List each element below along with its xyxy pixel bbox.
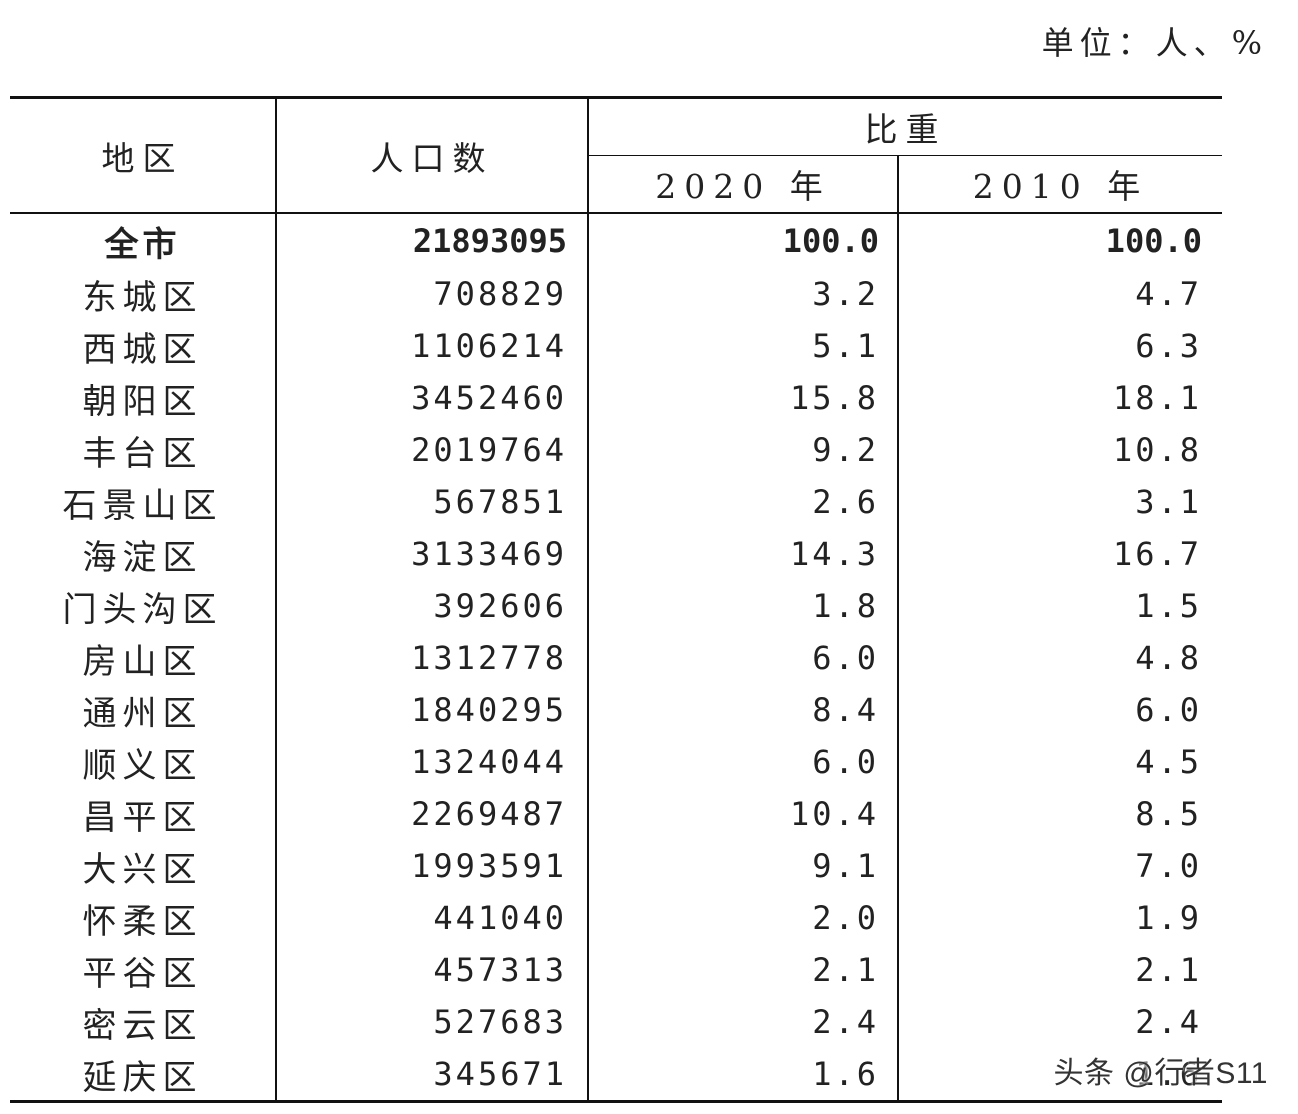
share-2010-cell: 4.8 — [897, 632, 1222, 684]
share-2010-cell: 1.9 — [897, 892, 1222, 944]
region-cell: 平谷区 — [82, 953, 203, 994]
population-table: 地区 人口数 比重 2020 年 2010 年 全市 21893095 100.0 1… — [10, 96, 1222, 1103]
population-cell: 441040 — [275, 892, 588, 944]
population-cell: 1106214 — [275, 320, 588, 372]
region-cell: 西城区 — [82, 329, 203, 370]
header-year-2020: 2020 年 — [587, 155, 898, 213]
share-2020-cell: 2.1 — [587, 944, 898, 996]
share-2010-cell: 1.6 — [897, 1048, 1222, 1103]
share-2010-cell: 2.4 — [897, 996, 1222, 1048]
table-row: 怀柔区 441040 2.0 1.9 — [10, 892, 1222, 944]
population-cell: 1993591 — [275, 840, 588, 892]
share-2010-cell: 10.8 — [897, 424, 1222, 476]
share-2020-cell: 15.8 — [587, 372, 898, 424]
share-2010-cell: 16.7 — [897, 528, 1222, 580]
header-share: 比重 — [587, 97, 1222, 156]
table-row: 丰台区 2019764 9.2 10.8 — [10, 424, 1222, 476]
table-row: 大兴区 1993591 9.1 7.0 — [10, 840, 1222, 892]
share-2020-cell: 14.3 — [587, 528, 898, 580]
header-region: 地区 — [101, 138, 184, 178]
region-cell: 门头沟区 — [62, 589, 223, 630]
table-row: 昌平区 2269487 10.4 8.5 — [10, 788, 1222, 840]
region-cell: 密云区 — [82, 1005, 203, 1046]
share-2020-cell: 6.0 — [587, 632, 898, 684]
region-cell: 全市 — [104, 224, 181, 265]
share-2010-cell: 6.0 — [897, 684, 1222, 736]
region-cell: 房山区 — [82, 641, 203, 682]
population-cell: 708829 — [275, 268, 588, 320]
region-cell: 昌平区 — [82, 797, 203, 838]
share-2020-cell: 10.4 — [587, 788, 898, 840]
region-cell: 丰台区 — [82, 433, 203, 474]
watermark: 头条 @行者S11 — [1053, 1057, 1268, 1090]
share-2010-cell: 8.5 — [897, 788, 1222, 840]
share-2010-cell: 3.1 — [897, 476, 1222, 528]
share-2020-cell: 1.6 — [587, 1048, 898, 1103]
share-2010-cell: 4.5 — [897, 736, 1222, 788]
population-cell: 567851 — [275, 476, 588, 528]
share-2010-cell: 7.0 — [897, 840, 1222, 892]
population-cell: 3133469 — [275, 528, 588, 580]
share-2010-cell: 18.1 — [897, 372, 1222, 424]
share-2010-cell: 4.7 — [897, 268, 1222, 320]
table-row: 石景山区 567851 2.6 3.1 — [10, 476, 1222, 528]
population-cell: 457313 — [275, 944, 588, 996]
share-2020-cell: 3.2 — [587, 268, 898, 320]
table-row: 顺义区 1324044 6.0 4.5 — [10, 736, 1222, 788]
table-row: 东城区 708829 3.2 4.7 — [10, 268, 1222, 320]
region-cell: 顺义区 — [82, 745, 203, 786]
table-row: 门头沟区 392606 1.8 1.5 — [10, 580, 1222, 632]
share-2020-cell: 2.6 — [587, 476, 898, 528]
share-2010-cell: 1.5 — [897, 580, 1222, 632]
region-cell: 东城区 — [82, 277, 203, 318]
share-2020-cell: 100.0 — [587, 213, 898, 268]
table-row: 通州区 1840295 8.4 6.0 — [10, 684, 1222, 736]
table-row: 海淀区 3133469 14.3 16.7 — [10, 528, 1222, 580]
share-2020-cell: 9.1 — [587, 840, 898, 892]
share-2010-cell: 100.0 — [897, 213, 1222, 268]
region-cell: 石景山区 — [62, 485, 223, 526]
region-cell: 朝阳区 — [82, 381, 203, 422]
share-2010-cell: 2.1 — [897, 944, 1222, 996]
share-2020-cell: 5.1 — [587, 320, 898, 372]
table-header: 地区 人口数 比重 2020 年 2010 年 — [10, 97, 1222, 213]
share-2020-cell: 6.0 — [587, 736, 898, 788]
share-2020-cell: 9.2 — [587, 424, 898, 476]
table-row: 西城区 1106214 5.1 6.3 — [10, 320, 1222, 372]
table-row: 密云区 527683 2.4 2.4 — [10, 996, 1222, 1048]
share-2020-cell: 2.0 — [587, 892, 898, 944]
population-table-container: 地区 人口数 比重 2020 年 2010 年 全市 21893095 100.0 1… — [10, 96, 1222, 1103]
table-row: 朝阳区 3452460 15.8 18.1 — [10, 372, 1222, 424]
table-row: 平谷区 457313 2.1 2.1 — [10, 944, 1222, 996]
table-body: 全市 21893095 100.0 100.0 东城区 708829 3.2 4.7 西城区 11… — [10, 213, 1222, 1103]
header-population: 人口数 — [275, 97, 588, 213]
share-2020-cell: 8.4 — [587, 684, 898, 736]
population-cell: 2269487 — [275, 788, 588, 840]
table-row: 延庆区 345671 1.6 1.6 — [10, 1048, 1222, 1103]
region-cell: 通州区 — [82, 693, 203, 734]
table-row: 房山区 1312778 6.0 4.8 — [10, 632, 1222, 684]
population-cell: 1324044 — [275, 736, 588, 788]
share-2010-cell: 6.3 — [897, 320, 1222, 372]
population-cell: 392606 — [275, 580, 588, 632]
region-cell: 海淀区 — [82, 537, 203, 578]
population-cell: 2019764 — [275, 424, 588, 476]
unit-label: 单位：人、% — [1041, 24, 1268, 62]
population-cell: 1840295 — [275, 684, 588, 736]
share-2020-cell: 2.4 — [587, 996, 898, 1048]
population-cell: 345671 — [275, 1048, 588, 1103]
population-cell: 527683 — [275, 996, 588, 1048]
population-cell: 21893095 — [275, 213, 588, 268]
region-cell: 延庆区 — [10, 1048, 276, 1103]
population-cell: 3452460 — [275, 372, 588, 424]
region-cell: 大兴区 — [82, 849, 203, 890]
share-2020-cell: 1.8 — [587, 580, 898, 632]
header-year-2010: 2010 年 — [897, 155, 1222, 213]
table-row-total: 全市 21893095 100.0 100.0 — [10, 213, 1222, 268]
region-cell: 怀柔区 — [82, 901, 203, 942]
population-cell: 1312778 — [275, 632, 588, 684]
